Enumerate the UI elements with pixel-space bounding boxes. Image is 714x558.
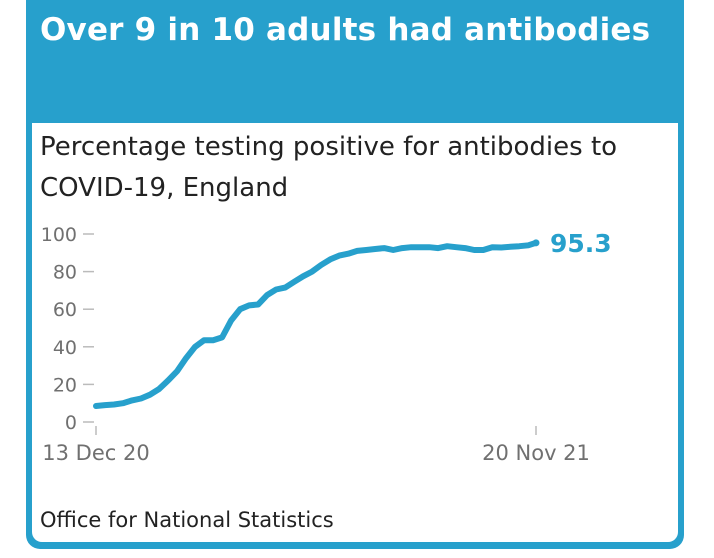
x-tick-label: 20 Nov 21 — [482, 441, 590, 465]
headline: Over 9 in 10 adults had antibodies — [40, 12, 651, 48]
line-chart: 0 20 40 60 80 100 13 Dec 20 20 Nov 21 95.3 — [41, 224, 612, 465]
y-tick-label: 20 — [53, 374, 77, 396]
x-tick-label: 13 Dec 20 — [42, 441, 149, 465]
y-tick-label: 0 — [65, 412, 77, 434]
source-credit: Office for National Statistics — [40, 508, 334, 532]
end-point — [532, 239, 540, 247]
chart-title: Percentage testing positive for antibodi… — [40, 132, 618, 203]
series-line-antibodies — [93, 239, 539, 409]
y-tick-label: 40 — [53, 337, 77, 359]
x-axis: 13 Dec 20 20 Nov 21 — [42, 426, 590, 465]
y-tick-label: 100 — [41, 224, 77, 246]
chart-card: Over 9 in 10 adults had antibodies Perce… — [26, 0, 684, 549]
chart-panel: Percentage testing positive for antibodi… — [32, 123, 678, 542]
y-tick-label: 60 — [53, 299, 77, 321]
y-tick-label: 80 — [53, 262, 77, 284]
end-value-label: 95.3 — [550, 229, 612, 258]
y-axis: 0 20 40 60 80 100 — [41, 224, 94, 434]
